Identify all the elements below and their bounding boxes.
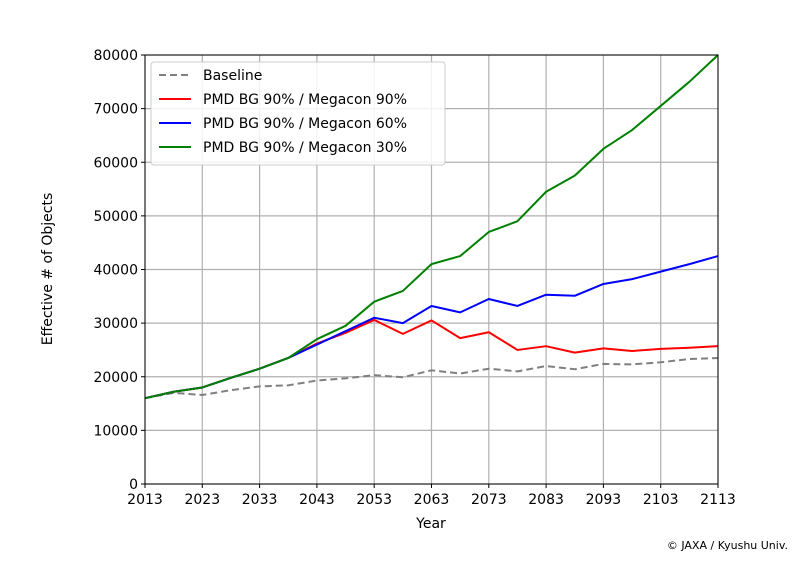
x-axis-label: Year [415, 516, 446, 532]
x-tick-label: 2033 [242, 492, 278, 508]
legend-label: PMD BG 90% / Megacon 30% [203, 140, 407, 156]
y-tick-label: 10000 [93, 423, 138, 439]
x-tick-label: 2073 [471, 492, 507, 508]
legend-label: PMD BG 90% / Megacon 60% [203, 116, 407, 132]
copyright-credit: © JAXA / Kyushu Univ. [666, 539, 788, 552]
legend-box [150, 61, 446, 166]
y-tick-label: 80000 [93, 48, 138, 64]
y-tick-label: 40000 [93, 263, 138, 279]
y-tick-label: 50000 [93, 209, 138, 225]
legend-label: PMD BG 90% / Megacon 90% [203, 92, 407, 108]
x-tick-label: 2053 [356, 492, 392, 508]
y-tick-label: 20000 [93, 370, 138, 386]
x-tick-label: 2043 [299, 492, 335, 508]
x-tick-label: 2103 [643, 492, 679, 508]
y-tick-label: 0 [129, 477, 138, 493]
y-tick-label: 30000 [93, 316, 138, 332]
x-tick-label: 2063 [414, 492, 450, 508]
x-tick-label: 2093 [586, 492, 622, 508]
series-lines [144, 54, 719, 400]
legend: Baseline PMD BG 90% / Megacon 90% PMD BG 9… [150, 61, 446, 166]
x-tick-label: 2013 [127, 492, 163, 508]
y-tick-label: 60000 [93, 155, 138, 171]
ticks: 2013 2023 2033 2043 2053 2063 2073 2083 2093 2103… [93, 48, 735, 508]
x-tick-label: 2083 [528, 492, 564, 508]
x-tick-label: 2023 [184, 492, 220, 508]
series-line-3 [144, 54, 719, 400]
series-line-0 [144, 356, 719, 400]
y-axis-label: Effective # of Objects [40, 193, 56, 346]
legend-label: Baseline [203, 68, 262, 84]
y-tick-label: 70000 [93, 102, 138, 118]
x-tick-label: 2113 [700, 492, 736, 508]
